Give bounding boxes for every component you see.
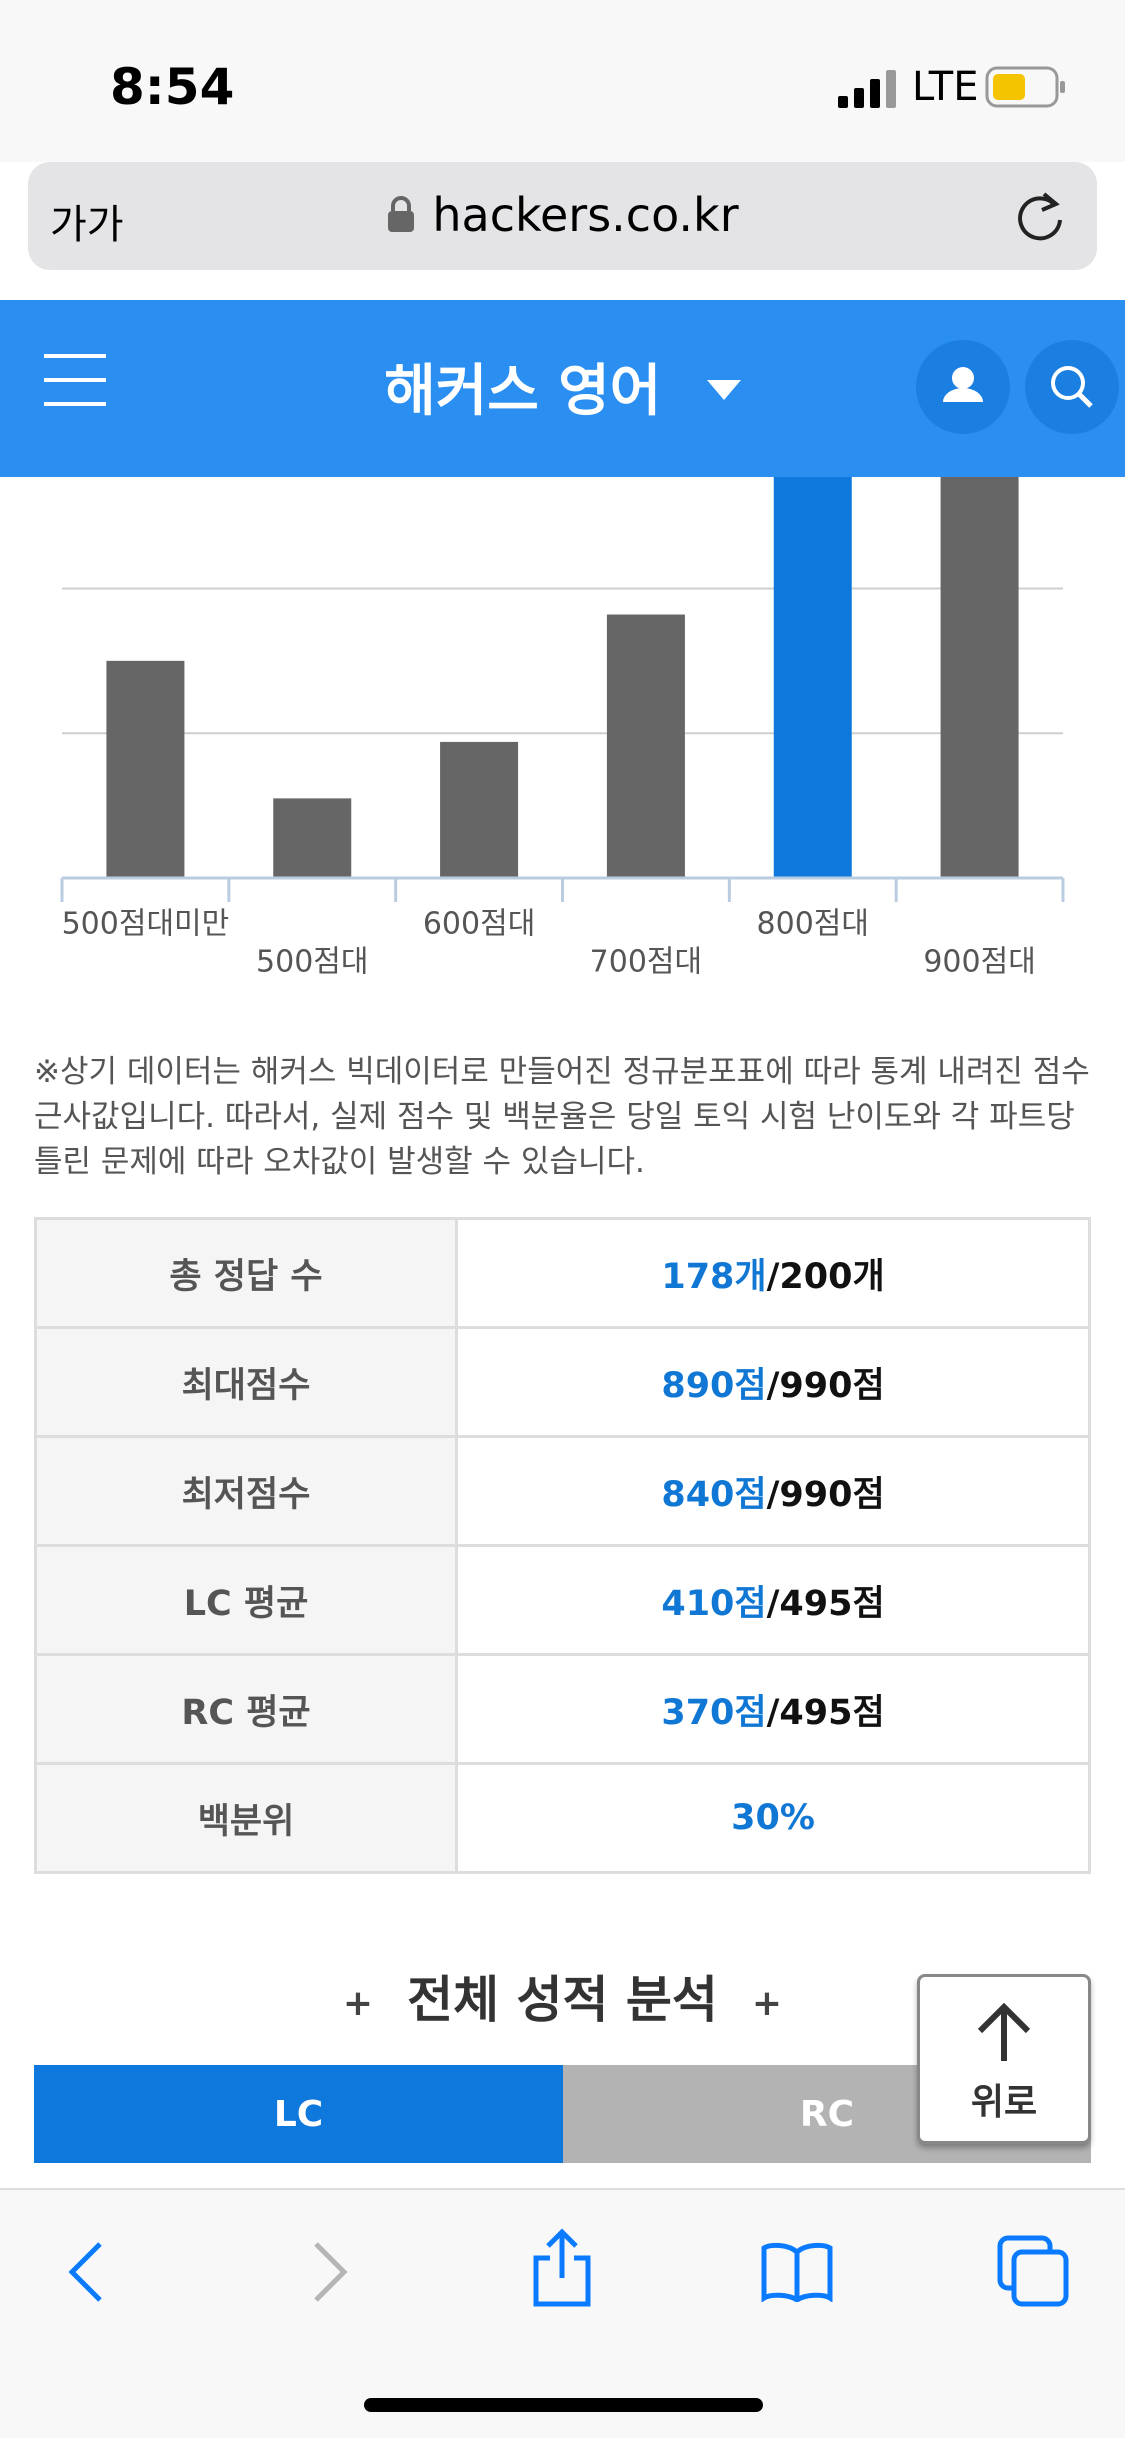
total: /200개 — [766, 1256, 885, 1297]
row-value: 840점/990점 — [455, 1435, 1091, 1547]
reload-button[interactable] — [1014, 190, 1068, 244]
row-value: 178개/200개 — [455, 1217, 1091, 1329]
decoration: + — [751, 1983, 783, 2024]
table-row: 총 정답 수 178개/200개 — [34, 1217, 1091, 1329]
score: 410점 — [661, 1583, 767, 1624]
share-button[interactable] — [530, 2228, 594, 2308]
search-button[interactable] — [1025, 340, 1119, 434]
back-button[interactable] — [66, 2240, 106, 2304]
home-indicator — [364, 2398, 763, 2412]
x-tick-label: 900점대 — [923, 945, 1035, 980]
row-label: RC 평균 — [34, 1653, 458, 1765]
text-size-button[interactable]: 가가 — [50, 202, 124, 248]
table-row: LC 평균 410점/495점 — [34, 1544, 1091, 1656]
bar — [106, 660, 185, 878]
x-tick-label: 700점대 — [590, 945, 702, 980]
x-tick-label: 800점대 — [757, 907, 869, 942]
x-tick-label: 600점대 — [423, 907, 535, 942]
bar — [440, 741, 519, 878]
score: 890점 — [661, 1365, 767, 1406]
clock: 8:54 — [110, 58, 235, 116]
row-value: 410점/495점 — [455, 1544, 1091, 1656]
score: 840점 — [661, 1474, 767, 1515]
score: 178개 — [661, 1256, 767, 1297]
total: /990점 — [766, 1365, 885, 1406]
network-label: LTE — [912, 64, 979, 110]
button-label: 위로 — [970, 2082, 1038, 2123]
bar — [940, 477, 1019, 878]
row-value: 30% — [455, 1762, 1091, 1874]
table-row: 최저점수 840점/990점 — [34, 1435, 1091, 1547]
address-bar[interactable]: 가가 hackers.co.kr — [28, 162, 1097, 270]
status-bar: 8:54 LTE 가가 hackers.co.kr — [0, 0, 1125, 270]
x-tick-label: 500점대미만 — [62, 907, 230, 942]
dropdown-icon[interactable] — [706, 380, 741, 402]
logo-text: 해커스 영어 — [384, 359, 662, 424]
row-label: 최대점수 — [34, 1326, 458, 1438]
lock-icon — [388, 196, 415, 232]
row-label: 총 정답 수 — [34, 1217, 458, 1329]
decoration: + — [342, 1983, 374, 2024]
signal-icon — [838, 70, 896, 108]
tabs-button[interactable] — [996, 2234, 1070, 2308]
menu-button[interactable] — [44, 354, 106, 406]
section-title: 전체 성적 분석 — [407, 1971, 718, 2029]
logo[interactable]: 해커스 영어 — [0, 346, 1125, 427]
url-text: hackers.co.kr — [432, 188, 739, 242]
bookmarks-button[interactable] — [760, 2242, 834, 2302]
tab[interactable]: LC — [34, 2065, 563, 2163]
row-value: 370점/495점 — [455, 1653, 1091, 1765]
row-value: 890점/990점 — [455, 1326, 1091, 1438]
note: ※상기 데이터는 해커스 빅데이터로 만들어진 정규분포표에 따라 통계 내려진… — [34, 1054, 1090, 1180]
section-heading: + 전체 성적 분석 + — [0, 1960, 1125, 2032]
total: /990점 — [766, 1474, 885, 1515]
url: hackers.co.kr — [28, 188, 1097, 242]
row-label: LC 평균 — [34, 1544, 458, 1656]
site-header: 해커스 영어 — [0, 300, 1125, 477]
table-row: RC 평균 370점/495점 — [34, 1653, 1091, 1765]
row-label: 최저점수 — [34, 1435, 458, 1547]
score-table: 총 정답 수 178개/200개 최대점수 890점/990점 최저점수 840점/9… — [34, 1217, 1091, 1874]
score: 370점 — [661, 1692, 767, 1733]
battery-icon — [985, 66, 1065, 108]
x-tick-label: 500점대 — [256, 945, 368, 980]
table-row: 최대점수 890점/990점 — [34, 1326, 1091, 1438]
bar — [273, 798, 352, 878]
total: /495점 — [766, 1692, 885, 1733]
forward-button[interactable] — [310, 2240, 350, 2304]
bar — [773, 477, 852, 878]
user-button[interactable] — [916, 340, 1010, 434]
table-row: 백분위 30% — [34, 1762, 1091, 1874]
score-chart: 500점대미만 500점대 600점대 700점대 800점대 900점대 — [60, 477, 1065, 980]
browser-toolbar — [0, 2188, 1125, 2438]
total: /495점 — [766, 1583, 885, 1624]
bar — [606, 614, 685, 878]
up-arrow-icon — [977, 2003, 1031, 2061]
score: 30% — [731, 1798, 815, 1838]
row-label: 백분위 — [34, 1762, 458, 1874]
scroll-top-button[interactable]: 위로 — [917, 1974, 1091, 2144]
